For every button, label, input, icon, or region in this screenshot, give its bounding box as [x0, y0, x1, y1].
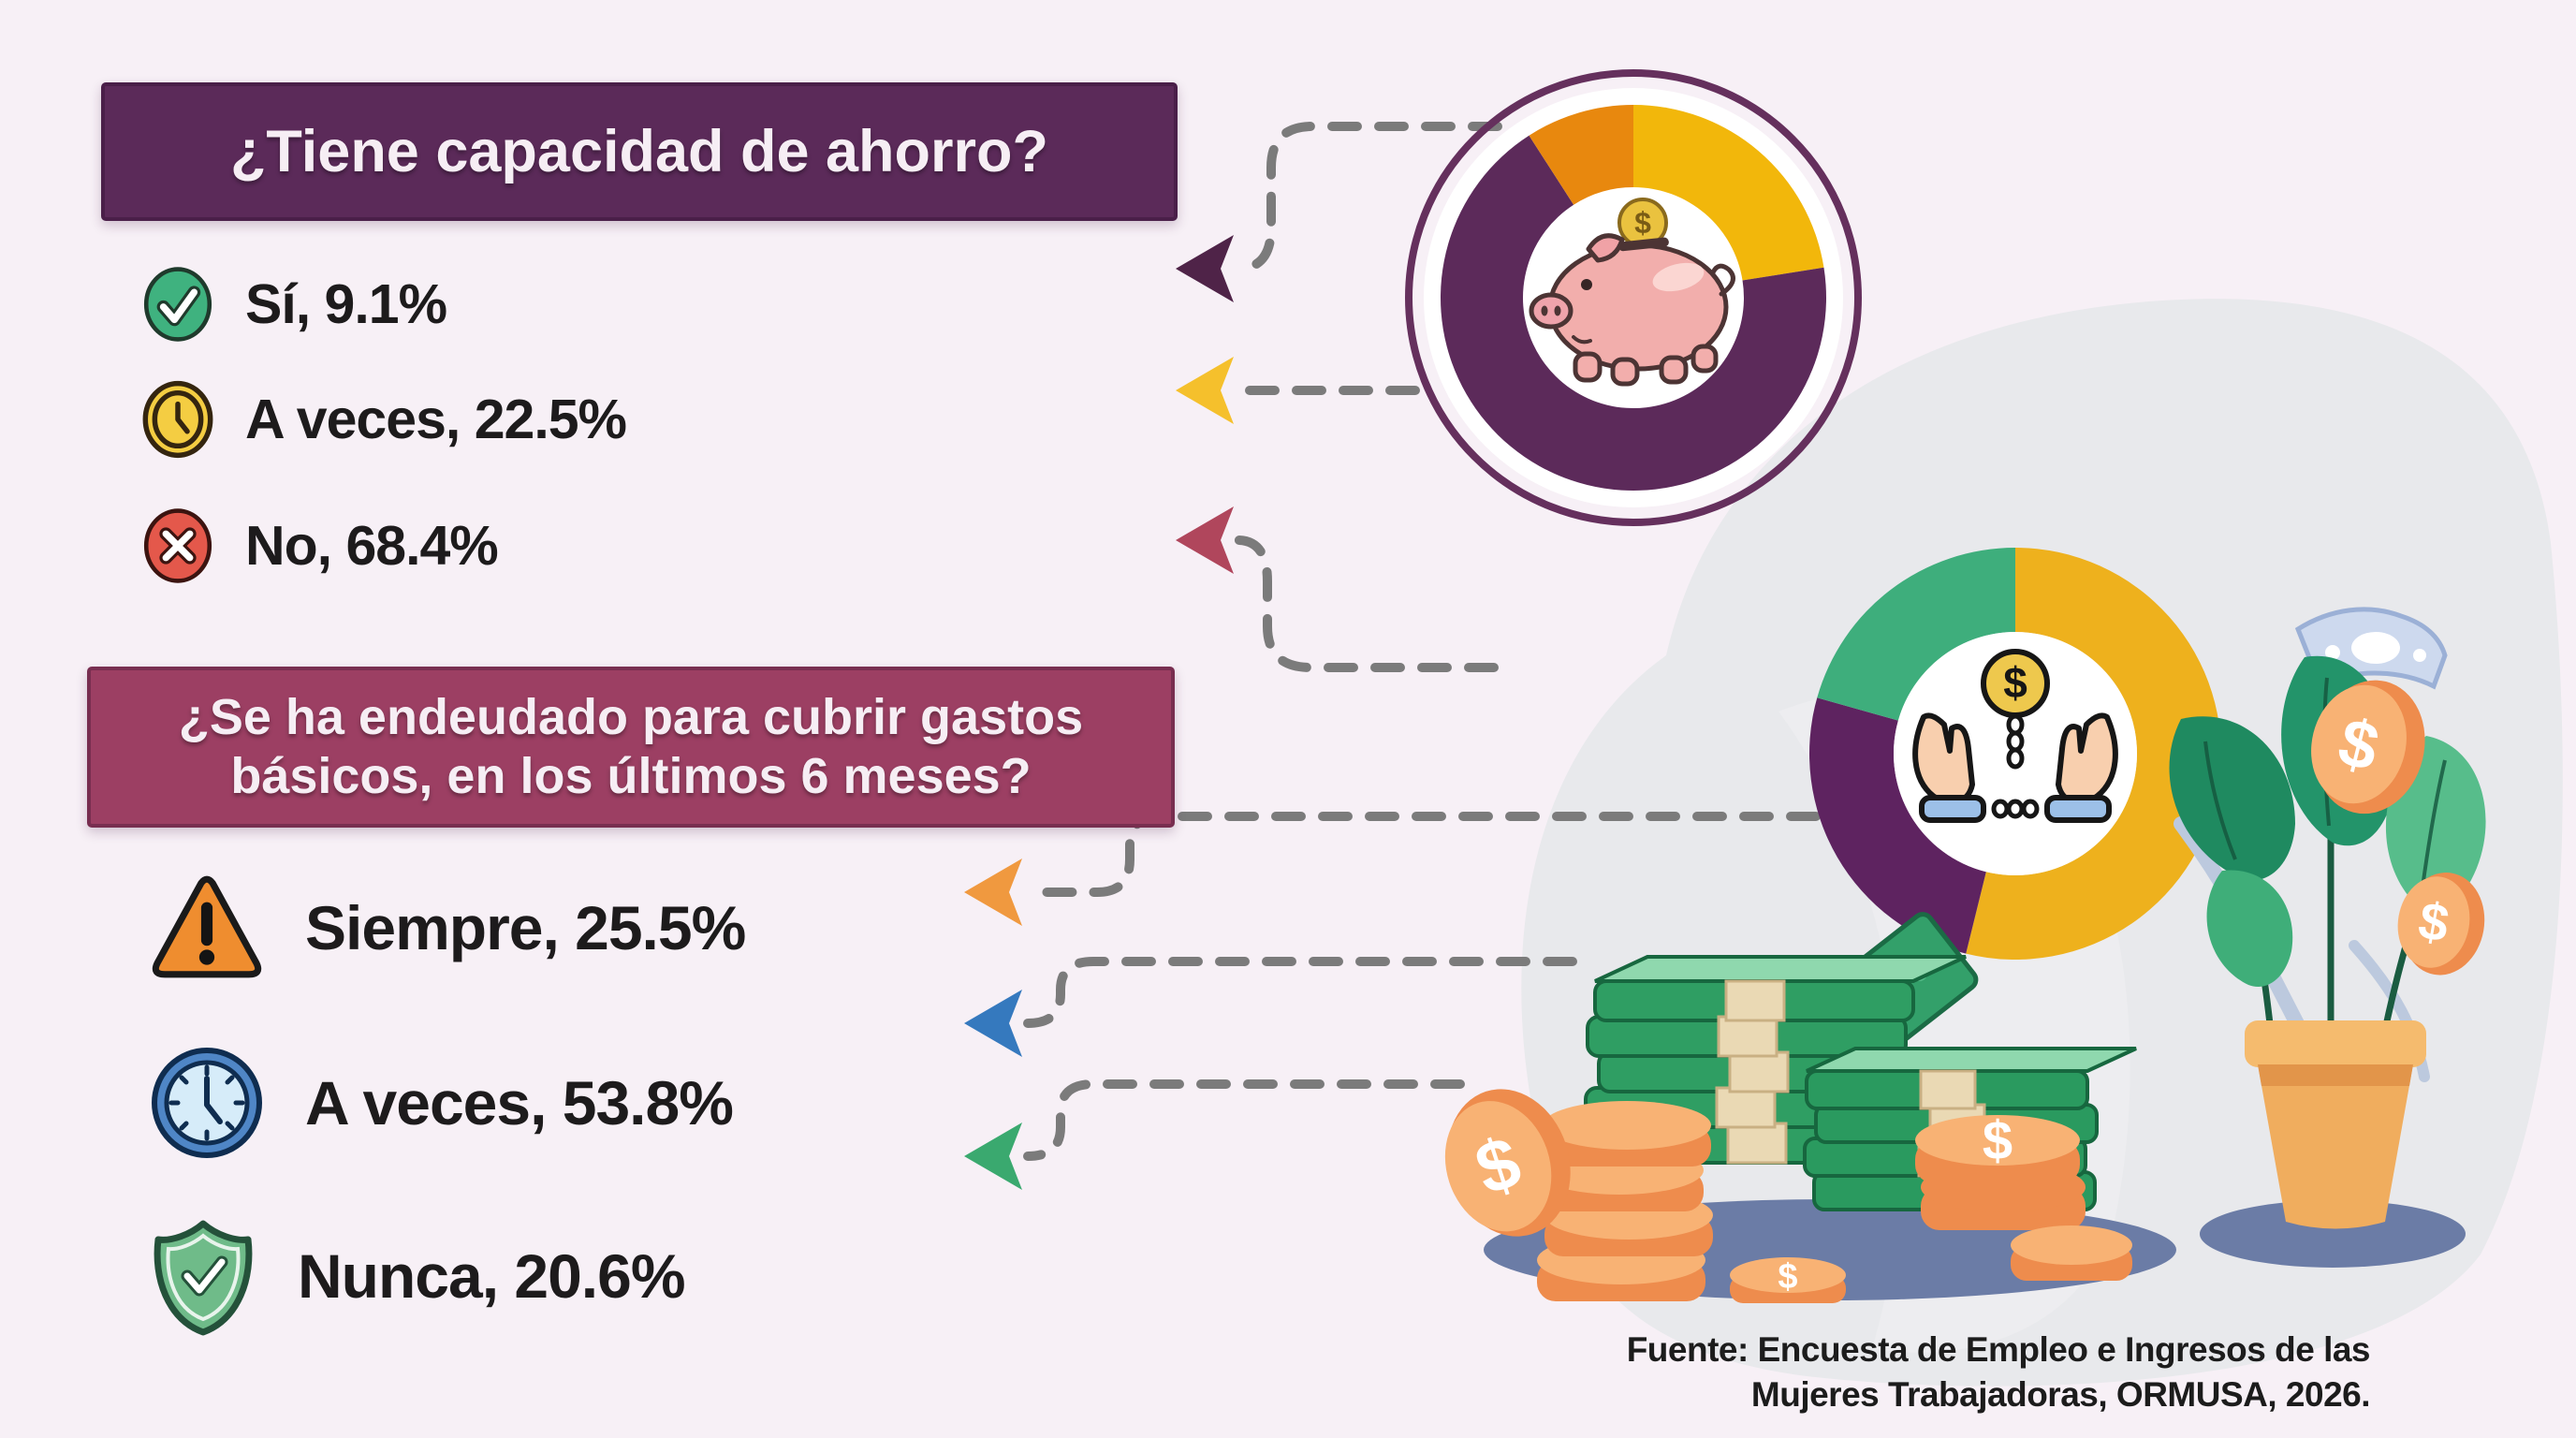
list-item-nunca: Nunca, 20.6% [148, 1217, 686, 1336]
coin-slab-stack [1535, 1101, 1713, 1301]
donut-segment-sí [1529, 105, 1633, 205]
connector-line-a-veces-deuda [1023, 957, 1577, 1028]
arrowhead-a-veces-deuda [964, 990, 1022, 1057]
list-item-a-veces-ahorro: A veces, 22.5% [139, 379, 627, 460]
donut-deuda-segments [1809, 547, 2221, 960]
arrowhead-nunca [964, 1123, 1022, 1190]
item-value: 53.8% [562, 1068, 734, 1137]
money-plant-illustration: $ $ [2169, 655, 2486, 1268]
question-1-header: ¿Tiene capacidad de ahorro? [101, 82, 1178, 221]
coin-stack-dollar: $ [1983, 1110, 2012, 1171]
source-line-2: Mujeres Trabajadoras, ORMUSA, 2026. [1750, 1375, 2371, 1415]
arrowhead-siempre [964, 858, 1022, 926]
list-item-siempre: Siempre, 25.5% [148, 869, 746, 987]
list-item-a-veces-deuda: A veces, 53.8% [148, 1044, 734, 1162]
donut-segment-a-veces [1633, 105, 1824, 281]
money-illustration: $ $ $ [1444, 912, 2176, 1303]
connector-line-si [1233, 122, 1502, 273]
wall-clock-icon [152, 1048, 262, 1158]
floating-coin-1: $ [2311, 680, 2425, 814]
source-attribution: Fuente: Encuesta de Empleo e Ingresos de… [1626, 1328, 2371, 1417]
clock-coin-icon [142, 380, 213, 459]
plant-shadow [2200, 1200, 2466, 1268]
donut-ahorro-segments [1441, 105, 1826, 492]
source-line-1: Fuente: Encuesta de Empleo e Ingresos de… [1626, 1330, 2371, 1369]
item-label: No, [245, 515, 332, 577]
connector-line-no [1233, 536, 1499, 672]
item-value: 25.5% [575, 893, 746, 962]
arrowhead-si [1176, 235, 1234, 302]
standing-coin: $ [1444, 1089, 1571, 1237]
flat-coin: $ [1730, 1257, 1846, 1303]
item-label: Sí, [245, 273, 311, 335]
donut-ahorro-outer-ring [1405, 69, 1862, 526]
donut-chart-ahorro: $ [1405, 69, 1862, 526]
x-circle-icon [143, 508, 212, 583]
item-label: A veces, [305, 1068, 547, 1137]
list-item-si: Sí, 9.1% [139, 264, 447, 345]
item-label: A veces, [245, 389, 461, 450]
item-label: Siempre, [305, 893, 560, 962]
list-item-no: No, 68.4% [139, 506, 499, 586]
question-2-title-line1: ¿Se ha endeudado para cubrir gastos [178, 689, 1084, 746]
item-value: 20.6% [514, 1241, 685, 1311]
donut-segment-a-veces [1966, 548, 2221, 960]
donut-chart-deuda: $ [1809, 547, 2221, 960]
check-circle-icon [143, 267, 212, 342]
connector-line-nunca [1023, 1079, 1465, 1161]
question-2-title-line2: básicos, en los últimos 6 meses? [230, 748, 1032, 804]
handcuffed-hands-icon: $ [1912, 649, 2118, 823]
plant-pot [2245, 1020, 2426, 1229]
item-value: 22.5% [474, 389, 627, 450]
warning-triangle-icon [152, 875, 262, 978]
item-value: 9.1% [324, 273, 447, 335]
question-2-header: ¿Se ha endeudado para cubrir gastos bási… [87, 667, 1175, 828]
piggy-bank-icon: $ [1529, 198, 1735, 387]
item-value: 68.4% [345, 515, 498, 577]
question-1-title: ¿Tiene capacidad de ahorro? [229, 119, 1049, 184]
flat-coin-dollar: $ [1778, 1257, 1797, 1297]
donut-segment-siempre [1809, 697, 1986, 954]
item-label: Nunca, [298, 1241, 499, 1311]
arrowhead-a-veces-ahorro [1176, 357, 1234, 424]
arrowhead-no [1176, 506, 1234, 574]
donut-segment-nunca [1817, 547, 2015, 721]
shield-check-icon [154, 1220, 253, 1336]
coin-stack-right: $ [1915, 1110, 2132, 1281]
hands-coin-dollar: $ [2003, 658, 2027, 707]
piggy-coin-dollar: $ [1634, 206, 1651, 240]
donut-segment-no [1441, 135, 1826, 492]
floating-coin-2: $ [2397, 873, 2485, 976]
